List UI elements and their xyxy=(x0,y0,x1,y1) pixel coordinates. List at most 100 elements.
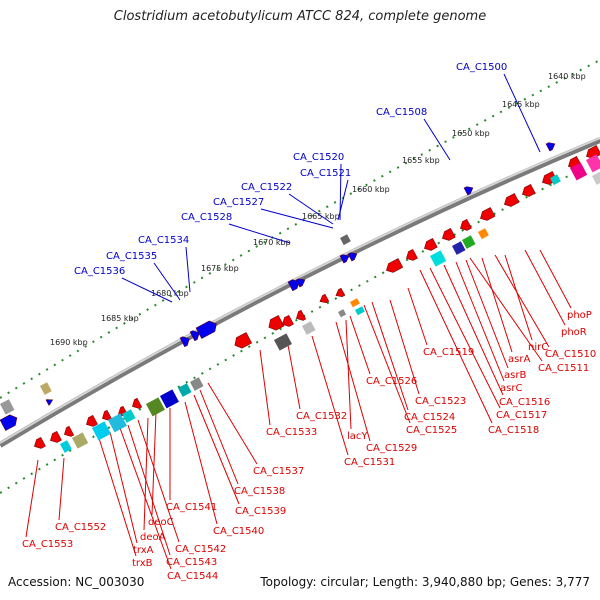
gene-box[interactable] xyxy=(59,440,72,453)
gene-label-reverse[interactable]: asrA xyxy=(508,354,530,365)
gene-label-forward[interactable]: CA_C1536 xyxy=(74,266,125,277)
gene-label-reverse[interactable]: asrB xyxy=(504,370,526,381)
gene-forward[interactable] xyxy=(347,250,359,262)
gene-reverse[interactable] xyxy=(62,425,75,439)
gene-label-reverse[interactable]: phoP xyxy=(567,310,592,321)
gene-forward[interactable] xyxy=(339,252,351,264)
gene-label-reverse[interactable]: CA_C1510 xyxy=(545,349,596,360)
gene-forward[interactable] xyxy=(179,334,192,348)
gene-box[interactable] xyxy=(350,298,360,308)
gene-label-reverse[interactable]: CA_C1544 xyxy=(167,571,218,582)
gene-box[interactable] xyxy=(462,235,476,249)
gene-reverse[interactable] xyxy=(458,218,472,233)
gene-label-reverse[interactable]: CA_C1518 xyxy=(488,425,539,436)
gene-label-reverse[interactable]: CA_C1524 xyxy=(404,412,455,423)
gene-reverse[interactable] xyxy=(440,228,456,242)
gene-box[interactable] xyxy=(274,333,292,351)
gene-label-reverse[interactable]: phoR xyxy=(561,327,587,338)
gene-reverse[interactable] xyxy=(32,436,46,451)
gene-label-reverse[interactable]: CA_C1540 xyxy=(213,526,264,537)
gene-label-reverse[interactable]: trxA xyxy=(133,545,154,556)
gene-label-forward[interactable]: CA_C1522 xyxy=(241,182,292,193)
gene-label-reverse[interactable]: deoC xyxy=(148,517,174,528)
gene-forward[interactable] xyxy=(295,276,307,288)
gene-label-reverse[interactable]: lacY xyxy=(347,431,368,442)
gene-forward[interactable] xyxy=(0,412,20,431)
gene-reverse[interactable] xyxy=(232,332,253,350)
gene-box[interactable] xyxy=(586,154,600,173)
gene-reverse[interactable] xyxy=(478,207,496,222)
gene-box[interactable] xyxy=(40,382,52,395)
gene-label-reverse[interactable]: CA_C1531 xyxy=(344,457,395,468)
gene-reverse[interactable] xyxy=(520,184,536,198)
gene-box[interactable] xyxy=(478,228,489,240)
gene-label-reverse[interactable]: CA_C1543 xyxy=(166,557,217,568)
gene-box[interactable] xyxy=(72,432,89,449)
gene-box[interactable] xyxy=(550,174,561,186)
gene-box[interactable] xyxy=(302,321,316,335)
gene-reverse[interactable] xyxy=(404,248,418,263)
gene-label-reverse[interactable]: CA_C1553 xyxy=(22,539,73,550)
gene-label-reverse[interactable]: CA_C1539 xyxy=(235,506,286,517)
gene-label-reverse[interactable]: CA_C1532 xyxy=(296,411,347,422)
gene-box[interactable] xyxy=(452,241,466,255)
gene-box[interactable] xyxy=(145,397,165,417)
gene-label-forward[interactable]: CA_C1520 xyxy=(293,152,344,163)
gene-label-reverse[interactable]: trxB xyxy=(132,558,153,569)
gene-box[interactable] xyxy=(592,171,600,185)
gene-forward[interactable] xyxy=(45,397,54,406)
gene-label-forward[interactable]: CA_C1527 xyxy=(213,197,264,208)
gene-label-reverse[interactable]: CA_C1523 xyxy=(415,396,466,407)
gene-reverse[interactable] xyxy=(84,414,98,429)
gene-label-reverse[interactable]: CA_C1552 xyxy=(55,522,106,533)
gene-box[interactable] xyxy=(190,377,204,391)
gene-label-reverse[interactable]: CA_C1517 xyxy=(496,410,547,421)
gene-label-reverse[interactable]: CA_C1529 xyxy=(366,443,417,454)
gene-box[interactable] xyxy=(178,383,192,397)
gene-label-reverse[interactable]: CA_C1542 xyxy=(175,544,226,555)
gene-label-reverse[interactable]: deoA xyxy=(140,532,166,543)
gene-label-reverse[interactable]: CA_C1538 xyxy=(234,486,285,497)
gene-box[interactable] xyxy=(338,309,347,318)
gene-label-forward[interactable]: CA_C1500 xyxy=(456,62,507,73)
gene-reverse[interactable] xyxy=(266,315,285,332)
gene-label-reverse[interactable]: nirC xyxy=(528,342,548,353)
gene-reverse[interactable] xyxy=(334,287,346,299)
gene-box[interactable] xyxy=(430,250,447,267)
gene-forward[interactable] xyxy=(189,328,202,342)
gene-box[interactable] xyxy=(108,413,127,433)
gene-forward[interactable] xyxy=(545,140,557,152)
gene-forward[interactable] xyxy=(287,277,302,292)
gene-forward[interactable] xyxy=(195,319,219,339)
gene-reverse[interactable] xyxy=(48,430,62,445)
gene-label-reverse[interactable]: CA_C1541 xyxy=(166,502,217,513)
gene-label-reverse[interactable]: asrC xyxy=(500,383,522,394)
gene-label-reverse[interactable]: CA_C1519 xyxy=(423,347,474,358)
gene-label-reverse[interactable]: CA_C1516 xyxy=(499,397,550,408)
gene-reverse[interactable] xyxy=(318,293,330,305)
gene-reverse[interactable] xyxy=(130,397,143,411)
gene-box[interactable] xyxy=(159,389,179,409)
gene-reverse[interactable] xyxy=(422,238,438,252)
gene-label-reverse[interactable]: CA_C1525 xyxy=(406,425,457,436)
gene-reverse[interactable] xyxy=(384,258,404,274)
gene-box[interactable] xyxy=(570,162,588,181)
gene-reverse[interactable] xyxy=(502,193,520,208)
gene-label-reverse[interactable]: CA_C1511 xyxy=(538,363,589,374)
gene-reverse[interactable] xyxy=(294,309,307,323)
gene-label-forward[interactable]: CA_C1508 xyxy=(376,107,427,118)
gene-box[interactable] xyxy=(121,409,136,423)
gene-reverse[interactable] xyxy=(280,314,294,329)
gene-label-reverse[interactable]: CA_C1526 xyxy=(366,376,417,387)
gene-box[interactable] xyxy=(92,421,111,441)
gene-forward[interactable] xyxy=(463,184,475,196)
gene-label-forward[interactable]: CA_C1521 xyxy=(300,168,351,179)
gene-box[interactable] xyxy=(340,234,351,246)
gene-label-reverse[interactable]: CA_C1537 xyxy=(253,466,304,477)
gene-label-forward[interactable]: CA_C1534 xyxy=(138,235,189,246)
gene-label-forward[interactable]: CA_C1528 xyxy=(181,212,232,223)
gene-label-reverse[interactable]: CA_C1533 xyxy=(266,427,317,438)
gene-box[interactable] xyxy=(355,306,365,316)
gene-box[interactable] xyxy=(0,399,15,415)
gene-label-forward[interactable]: CA_C1535 xyxy=(106,251,157,262)
